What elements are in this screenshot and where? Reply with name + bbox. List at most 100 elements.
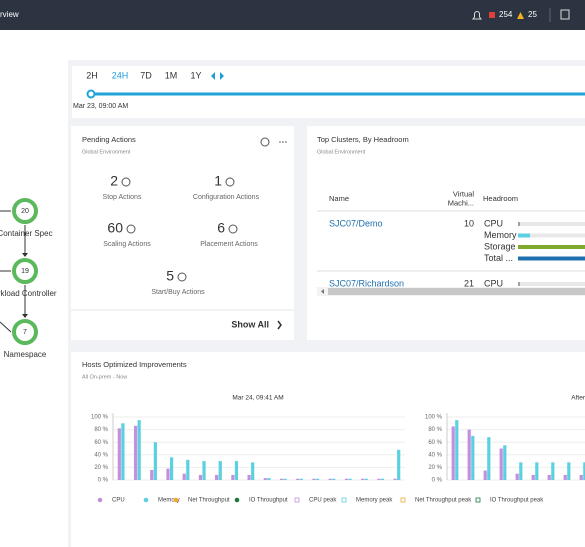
headroom-bar <box>518 245 585 249</box>
chevron <box>277 320 282 330</box>
memory-bar <box>202 461 206 480</box>
action-label[interactable]: Scaling Actions <box>103 241 151 248</box>
cpu-bar <box>467 429 471 480</box>
memory-bar <box>315 478 320 480</box>
headroom-label: CPU <box>484 278 503 288</box>
cpu-bar <box>483 470 487 480</box>
memory-bar <box>455 420 459 480</box>
action-count[interactable]: 5 <box>166 268 174 284</box>
cpu-bar <box>361 478 365 480</box>
cpu-bar <box>133 425 138 480</box>
major-icon <box>517 12 524 19</box>
action-count[interactable]: 2 <box>110 173 118 189</box>
action-label[interactable]: Start/Buy Actions <box>151 289 205 296</box>
y-tick-label: 80 % <box>94 427 108 433</box>
cpu-bar <box>231 474 235 480</box>
cpu-bar <box>451 426 455 480</box>
legend-label[interactable]: Memory peak <box>356 498 393 504</box>
memory-bar <box>471 435 475 480</box>
action-label[interactable]: Placement Actions <box>200 241 258 248</box>
time-option[interactable]: 24H <box>112 70 129 80</box>
legend-marker <box>234 497 240 503</box>
node-count: 7 <box>23 329 27 336</box>
card-subtitle: Global Environment <box>82 149 131 155</box>
headroom-label: Memory <box>484 230 517 240</box>
y-tick-label: 20 % <box>94 465 108 471</box>
memory-bar <box>535 462 539 480</box>
card-subtitle: All On-prem - Now <box>82 374 127 380</box>
help-icon[interactable] <box>260 137 270 147</box>
time-option[interactable]: 1M <box>165 70 178 80</box>
memory-bar <box>487 437 491 480</box>
memory-bar <box>519 462 523 480</box>
cluster-name[interactable]: SJC07/Richardson <box>329 278 404 288</box>
memory-bar <box>251 462 255 480</box>
legend-label[interactable]: IO Throughput peak <box>490 498 544 504</box>
scroll-arrow[interactable] <box>321 289 324 294</box>
y-tick-label: 100 % <box>425 415 443 421</box>
memory-bar <box>551 462 555 480</box>
time-option[interactable]: 2H <box>86 70 98 80</box>
card-title: Pending Actions <box>82 135 136 144</box>
headroom-bar <box>518 222 520 226</box>
legend-label[interactable]: Net Throughput peak <box>415 498 472 504</box>
cpu-bar <box>296 478 300 480</box>
cpu-bar <box>547 474 551 480</box>
menu-dot[interactable] <box>282 141 284 143</box>
action-count[interactable]: 1 <box>214 173 222 189</box>
legend-label[interactable]: Net Throughput <box>188 498 230 504</box>
legend-label[interactable]: Memory <box>158 498 180 504</box>
legend-label[interactable]: IO Throughput <box>249 498 288 504</box>
timeline-handle[interactable] <box>86 89 96 99</box>
action-icon <box>177 272 187 282</box>
time-option[interactable]: 7D <box>140 70 152 80</box>
menu-dot[interactable] <box>279 141 281 143</box>
action-icon <box>121 177 131 187</box>
node[interactable] <box>12 319 38 345</box>
cpu-bar <box>563 474 567 480</box>
memory-bar <box>121 423 125 480</box>
headroom-label: Storage <box>484 241 516 251</box>
time-option[interactable]: 1Y <box>190 70 201 80</box>
page-title: rview <box>0 10 19 19</box>
y-tick-label: 0 % <box>98 478 109 484</box>
y-tick-label: 60 % <box>428 440 442 446</box>
scrollbar-thumb[interactable] <box>328 288 585 295</box>
task-icon <box>560 9 570 20</box>
node[interactable] <box>12 258 38 284</box>
headroom-track <box>518 233 585 238</box>
node-label: Container Spec <box>0 229 53 238</box>
play-icon[interactable] <box>211 72 224 80</box>
action-label[interactable]: Stop Actions <box>103 194 142 201</box>
cpu-bar <box>182 473 186 480</box>
column-header: Machi... <box>448 198 474 207</box>
clusters-card <box>307 126 585 340</box>
memory-bar <box>153 442 157 480</box>
cluster-name[interactable]: SJC07/Demo <box>329 218 383 228</box>
card-subtitle: Global Environment <box>317 149 366 155</box>
y-tick-label: 20 % <box>428 465 442 471</box>
menu-dot[interactable] <box>285 141 287 143</box>
node-count: 19 <box>21 268 29 275</box>
action-label[interactable]: Configuration Actions <box>193 194 260 201</box>
vm-count: 21 <box>464 278 474 288</box>
top-bar <box>0 0 585 30</box>
node-label: orkload Controller <box>0 289 57 298</box>
headroom-label: CPU <box>484 218 503 228</box>
action-count[interactable]: 6 <box>217 220 225 236</box>
legend-label[interactable]: CPU <box>112 498 125 504</box>
action-count[interactable]: 60 <box>107 220 123 236</box>
legend-marker <box>294 497 300 503</box>
memory-bar <box>299 478 303 480</box>
sub-bar <box>0 30 585 60</box>
memory-bar <box>380 478 385 480</box>
action-icon <box>225 177 235 187</box>
headroom-bar <box>518 282 520 286</box>
arrow-head <box>22 314 28 318</box>
column-header: Name <box>329 194 349 203</box>
headroom-bar <box>518 233 530 238</box>
cpu-bar <box>531 474 535 480</box>
node[interactable] <box>12 198 38 224</box>
show-all[interactable]: Show All <box>231 319 269 329</box>
legend-label[interactable]: CPU peak <box>309 498 337 504</box>
